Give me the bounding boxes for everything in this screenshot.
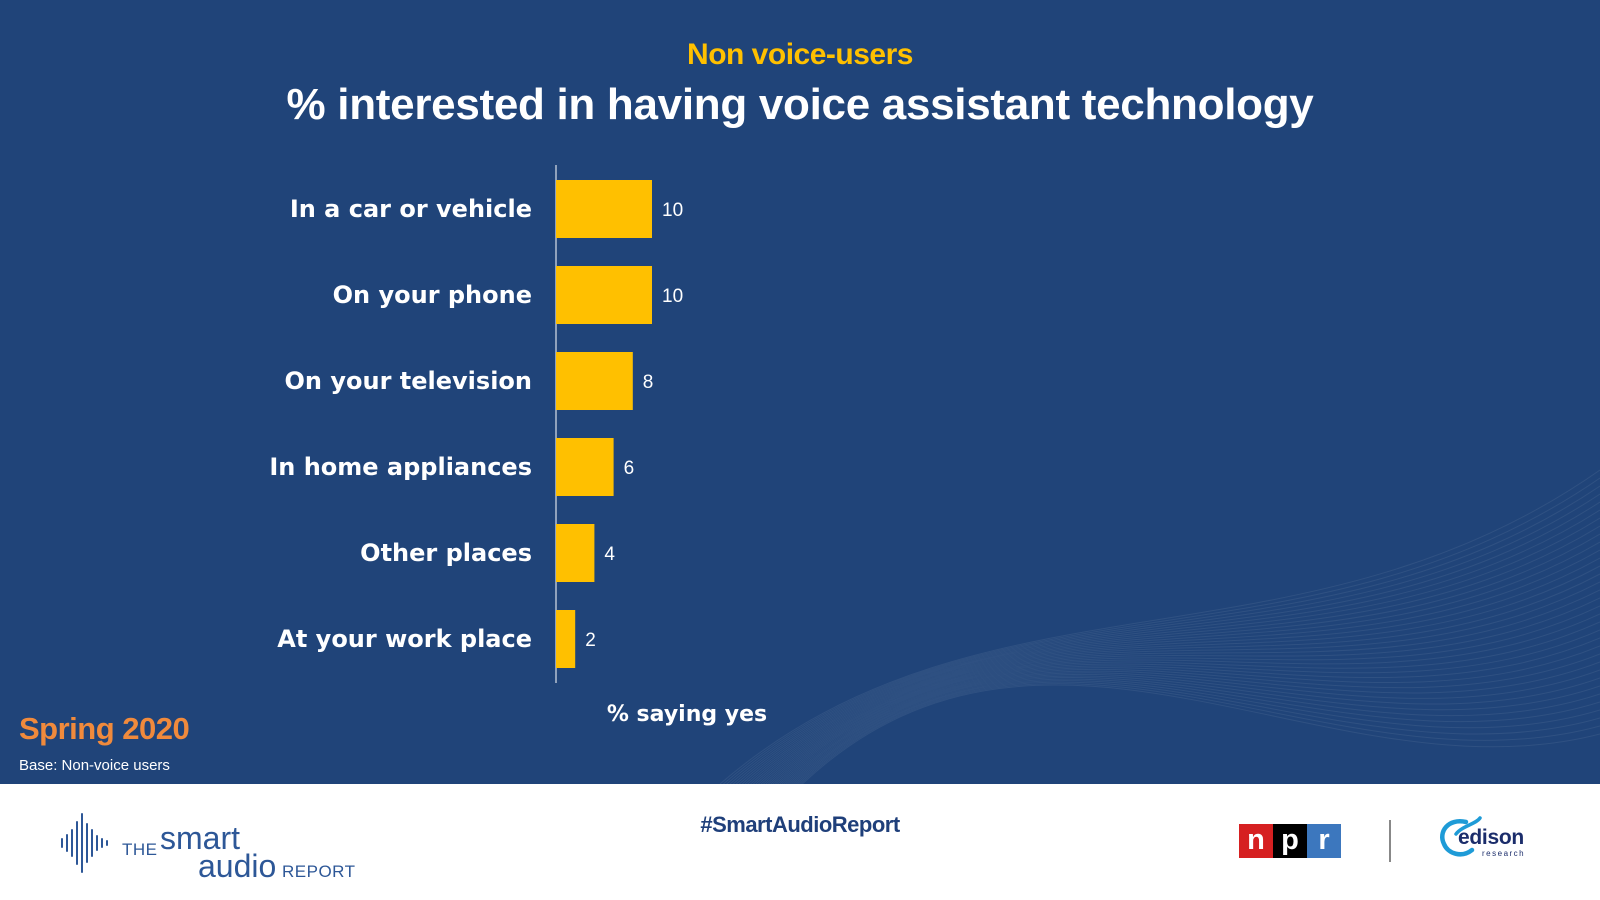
wave-line (800, 683, 1600, 784)
wave-line (794, 678, 1600, 784)
wave-line (770, 613, 1600, 784)
wave-line (719, 469, 1600, 784)
wave-line (777, 637, 1600, 784)
decorative-waves (719, 469, 1600, 784)
wave-line (732, 501, 1600, 784)
chart-title: % interested in having voice assistant t… (286, 80, 1314, 129)
wave-line (783, 661, 1600, 784)
wave-line (787, 673, 1600, 784)
wave-line (791, 677, 1600, 784)
bar (556, 610, 576, 668)
wave-line (726, 485, 1600, 784)
wave-line (785, 669, 1600, 784)
wave-line (755, 565, 1600, 784)
data-label: 10 (662, 286, 683, 307)
wave-line (763, 589, 1600, 784)
wave-line (765, 597, 1600, 784)
wave-line (781, 653, 1600, 784)
season-label: Spring 2020 (19, 711, 190, 746)
bar (556, 180, 652, 238)
wave-line (779, 645, 1600, 784)
brand-audio: audio (198, 848, 277, 884)
brand-smart: smart (160, 820, 240, 856)
wave-line (752, 557, 1600, 784)
brand-report: REPORT (282, 862, 356, 881)
footer: THE smart audio REPORT #SmartAudioReport… (0, 784, 1600, 900)
x-axis-label: % saying yes (607, 702, 767, 727)
npr-letter-n: n (1239, 824, 1273, 858)
sound-wave-icon (61, 813, 108, 873)
base-note: Base: Non-voice users (19, 757, 170, 774)
wave-line (735, 509, 1600, 784)
wave-line (738, 517, 1600, 784)
wave-line (789, 675, 1600, 784)
smart-audio-report-logo: THE smart audio REPORT (58, 808, 378, 884)
wave-line (729, 493, 1600, 784)
logo-divider (1389, 820, 1391, 862)
wave-line (750, 549, 1600, 784)
wave-line (722, 477, 1600, 784)
wave-line (772, 621, 1600, 784)
category-label: At your work place (277, 625, 532, 653)
wave-line (767, 605, 1600, 784)
data-label: 10 (662, 200, 683, 221)
wave-line (798, 681, 1600, 784)
category-label: Other places (360, 539, 532, 567)
brand-the: THE (122, 840, 158, 859)
data-label: 4 (604, 544, 615, 565)
hashtag: #SmartAudioReport (700, 812, 900, 837)
bar (556, 524, 595, 582)
bar (556, 266, 652, 324)
wave-line (744, 533, 1600, 784)
data-label: 8 (643, 372, 654, 393)
edison-name: edison (1458, 826, 1524, 849)
wave-line (775, 629, 1600, 784)
data-label: 2 (585, 630, 596, 651)
category-label: On your phone (333, 281, 532, 309)
edison-swirl-icon (1440, 816, 1482, 857)
edison-research-logo: edison research (1436, 814, 1556, 864)
wave-line (747, 541, 1600, 784)
data-label: 6 (624, 458, 635, 479)
wave-line (760, 581, 1600, 784)
category-label: On your television (285, 367, 532, 395)
bar (556, 352, 633, 410)
bar (556, 438, 614, 496)
bar-chart: In a car or vehicle 10 On your phone 10 On y… (269, 165, 767, 727)
category-label: In home appliances (269, 453, 532, 481)
wave-line (741, 525, 1600, 784)
wave-line (758, 573, 1600, 784)
npr-letter-p: p (1273, 824, 1307, 858)
category-label: In a car or vehicle (290, 195, 532, 223)
wave-line (796, 680, 1600, 784)
edison-sub: research (1482, 849, 1526, 858)
chart-subtitle: Non voice-users (687, 38, 913, 71)
npr-logo: n p r (1239, 824, 1341, 858)
npr-letter-r: r (1307, 824, 1341, 858)
slide: Non voice-users % interested in having v… (0, 0, 1600, 784)
wave-line (801, 684, 1600, 784)
